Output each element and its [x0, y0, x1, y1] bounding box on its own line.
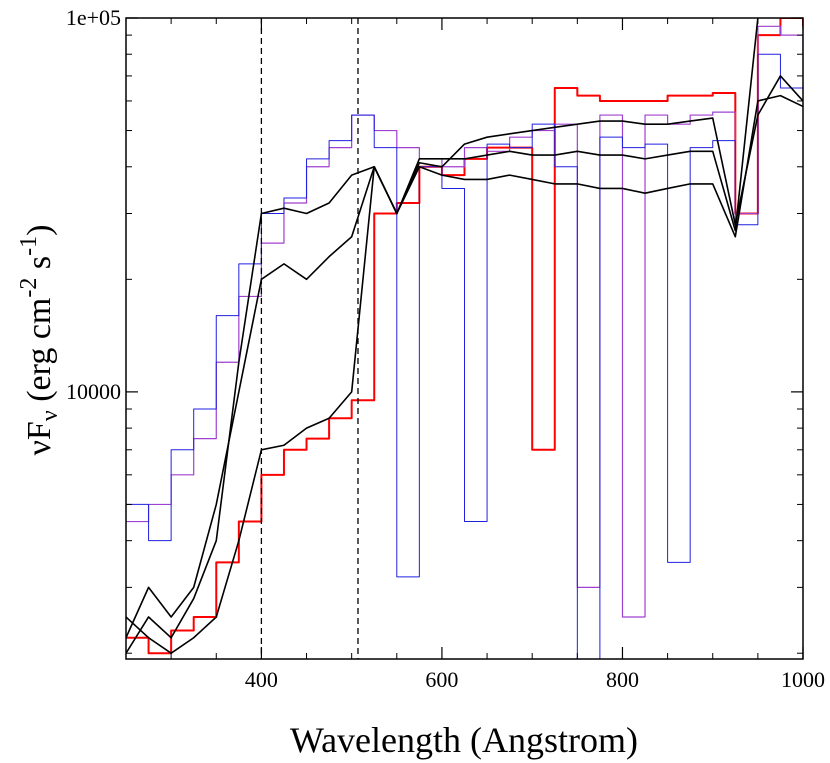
y-label-part: s	[21, 256, 58, 278]
y-label-part: νF	[21, 421, 58, 455]
y-label-part: ν	[37, 410, 63, 421]
series-line	[126, 53, 803, 659]
y-label-part: -2	[16, 278, 42, 298]
series-line	[126, 18, 803, 639]
y-label-part: (erg cm	[21, 298, 58, 411]
plot-area	[126, 18, 803, 659]
y-tick-label: 10000	[66, 379, 121, 404]
y-tick-label: 1e+05	[66, 5, 121, 30]
x-tick-label: 1000	[781, 667, 825, 692]
x-tick-label: 400	[245, 667, 278, 692]
y-label-part: )	[21, 225, 58, 236]
y-label-part: -1	[16, 236, 42, 256]
y-axis-label: νFν (erg cm-2 s-1)	[16, 225, 64, 456]
series-line	[126, 94, 803, 655]
frame	[125, 17, 804, 660]
series-line	[126, 75, 803, 654]
x-tick-label: 600	[425, 667, 458, 692]
x-tick-label: 800	[606, 667, 639, 692]
x-axis-label: Wavelength (Angstrom)	[290, 720, 638, 760]
